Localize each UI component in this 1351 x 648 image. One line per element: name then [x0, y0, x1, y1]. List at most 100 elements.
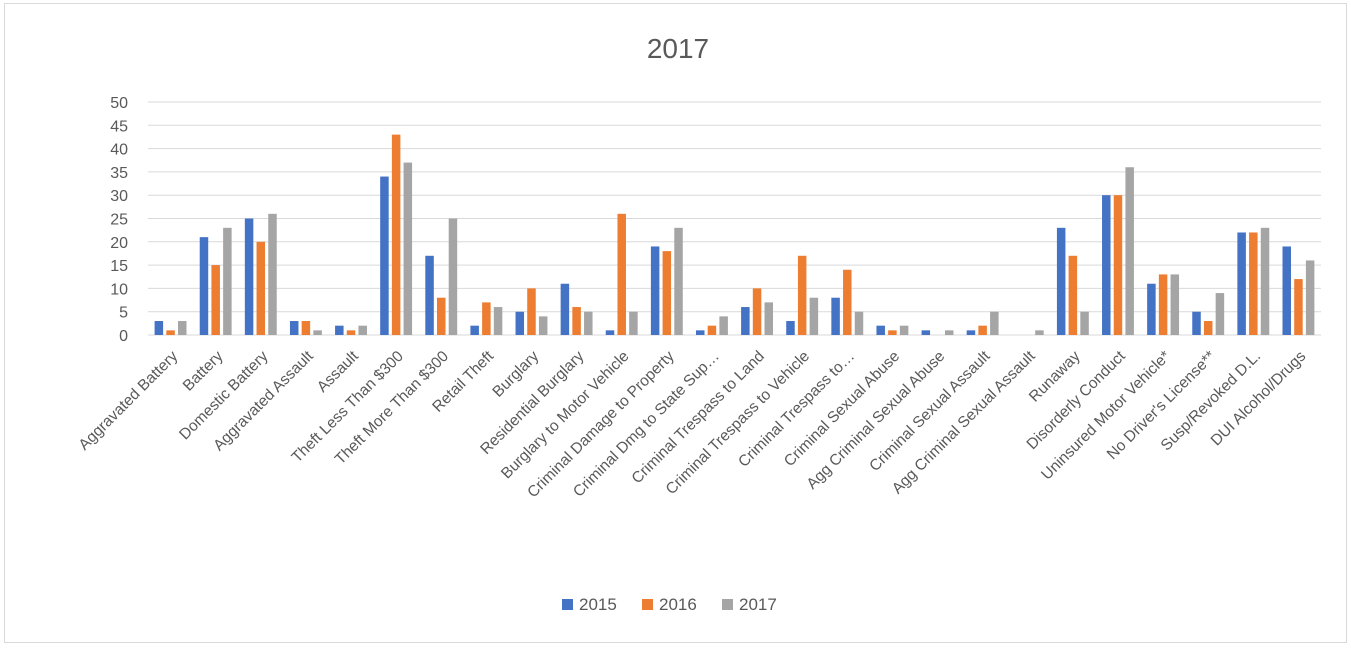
bar-2015 — [786, 321, 795, 335]
y-tick-label: 35 — [110, 165, 128, 182]
bar-2016 — [662, 251, 672, 335]
bar-2015 — [335, 325, 344, 335]
bar-2015 — [470, 325, 479, 335]
bar-2017 — [719, 316, 728, 335]
bar-2015 — [921, 330, 931, 335]
bar-2016 — [572, 307, 581, 335]
y-tick-label: 10 — [110, 281, 128, 298]
bar-2017 — [223, 227, 232, 335]
bar-2016 — [978, 325, 987, 335]
legend-label: 2016 — [659, 595, 697, 614]
y-tick-label: 25 — [110, 212, 128, 229]
bar-2015 — [560, 283, 570, 335]
bar-2016 — [752, 288, 762, 335]
legend-label: 2015 — [579, 595, 617, 614]
bar-2016 — [166, 330, 175, 335]
bar-2015 — [1102, 195, 1111, 335]
legend-swatch-2016 — [642, 599, 653, 610]
bar-2017 — [448, 218, 458, 335]
bar-2017 — [584, 311, 593, 335]
y-tick-label: 30 — [110, 188, 128, 205]
chart-title: 2017 — [647, 33, 709, 64]
bar-2017 — [403, 162, 413, 335]
bars — [154, 134, 1315, 335]
bar-2017 — [1260, 227, 1270, 335]
bar-2017 — [854, 311, 864, 335]
bar-2015 — [650, 246, 660, 335]
y-tick-label: 50 — [110, 95, 128, 112]
bar-2016 — [211, 265, 220, 335]
x-category-label: Aggravated Battery — [76, 348, 182, 454]
bar-2016 — [301, 321, 311, 335]
bar-2015 — [1056, 227, 1066, 335]
bar-2017 — [313, 330, 322, 335]
legend-swatch-2015 — [562, 599, 573, 610]
bar-2016 — [1068, 255, 1078, 335]
bar-2015 — [380, 176, 389, 335]
bar-2016 — [1294, 279, 1303, 335]
bar-2017 — [358, 325, 367, 335]
bar-2016 — [707, 325, 717, 335]
bar-2015 — [741, 307, 750, 335]
bar-2015 — [1282, 246, 1291, 335]
y-tick-label: 15 — [110, 258, 128, 275]
bar-2017 — [899, 325, 909, 335]
bar-2017 — [493, 307, 503, 335]
bar-2015 — [831, 297, 840, 335]
bar-2015 — [1192, 311, 1201, 335]
bar-2015 — [289, 321, 299, 335]
bar-2016 — [1249, 232, 1258, 335]
bar-2015 — [1147, 283, 1156, 335]
bar-2016 — [843, 269, 852, 335]
bar-2017 — [1215, 293, 1225, 335]
bar-2017 — [809, 297, 819, 335]
bar-2017 — [178, 321, 187, 335]
bar-2016 — [482, 302, 491, 335]
bar-2015 — [966, 330, 976, 335]
bar-2015 — [695, 330, 705, 335]
bar-2017 — [1080, 311, 1089, 335]
bar-2017 — [1305, 260, 1315, 335]
bar-2015 — [154, 321, 164, 335]
y-tick-label: 5 — [119, 305, 128, 322]
bar-2015 — [425, 255, 434, 335]
bar-2017 — [629, 311, 638, 335]
bar-2016 — [391, 134, 401, 335]
bar-2017 — [538, 316, 548, 335]
bar-2016 — [1158, 274, 1168, 335]
bar-2017 — [990, 311, 999, 335]
y-tick-label: 45 — [110, 118, 128, 135]
bar-2017 — [674, 227, 683, 335]
bar-2017 — [1035, 330, 1044, 335]
bar-2015 — [1237, 232, 1246, 335]
bar-2016 — [1113, 195, 1123, 335]
legend-swatch-2017 — [722, 599, 733, 610]
legend-label: 2017 — [739, 595, 777, 614]
bar-2015 — [876, 325, 885, 335]
bar-2017 — [1125, 167, 1134, 335]
bar-2015 — [244, 218, 254, 335]
bar-2016 — [797, 255, 807, 335]
y-tick-label: 20 — [110, 235, 128, 252]
bar-2017 — [1170, 274, 1180, 335]
bar-2017 — [268, 213, 277, 335]
bar-2016 — [1203, 321, 1213, 335]
bar-2017 — [944, 330, 954, 335]
bar-2015 — [515, 311, 525, 335]
bar-2016 — [437, 297, 446, 335]
bar-2015 — [605, 330, 615, 335]
bar-2016 — [888, 330, 897, 335]
bar-2016 — [256, 241, 266, 335]
bar-2016 — [346, 330, 356, 335]
gridlines — [148, 101, 1321, 336]
legend: 2015 2016 2017 — [562, 595, 777, 614]
y-axis-ticks: 0 5 10 15 20 25 30 35 40 45 50 — [110, 95, 128, 345]
bar-2015 — [199, 237, 209, 335]
bar-2016 — [527, 288, 536, 335]
y-tick-label: 40 — [110, 142, 128, 159]
y-tick-label: 0 — [119, 328, 128, 345]
bar-2017 — [764, 302, 774, 335]
bar-2016 — [617, 213, 626, 335]
